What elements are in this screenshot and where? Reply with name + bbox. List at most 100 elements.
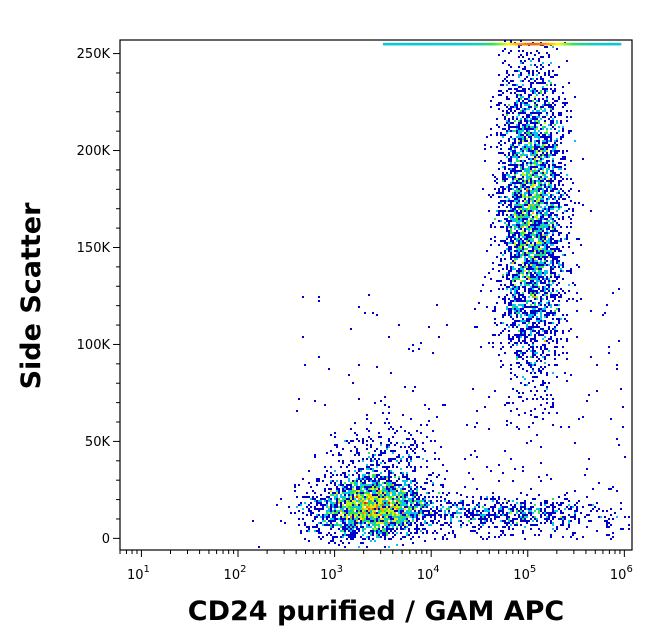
event-density-cell [388,484,390,486]
event-density-cell [382,490,384,492]
event-density-cell [550,272,552,274]
event-density-cell [536,190,538,192]
event-density-cell [526,238,528,240]
event-density-cell [512,200,514,202]
event-density-cell [318,514,320,516]
event-density-cell [508,190,510,192]
event-density-cell [504,242,506,244]
event-density-cell [548,312,550,314]
event-density-cell [430,514,432,516]
event-density-cell [570,116,572,118]
event-density-cell [616,490,618,492]
event-density-cell [336,518,338,520]
event-density-cell [486,496,488,498]
event-density-cell [518,144,520,146]
event-density-cell [516,130,518,132]
event-density-cell [546,332,548,334]
event-density-cell [380,536,382,538]
event-density-cell [396,516,398,518]
event-density-cell [542,110,544,112]
event-density-cell [546,314,548,316]
event-density-cell [550,270,552,272]
event-density-cell [494,526,496,528]
event-density-cell [362,516,364,518]
event-density-cell [526,276,528,278]
event-density-cell [606,522,608,524]
event-density-cell [408,530,410,532]
event-density-cell [464,514,466,516]
event-density-cell [522,100,524,102]
event-density-cell [522,50,524,52]
event-density-cell [328,520,330,522]
event-density-cell [548,300,550,302]
event-density-cell [382,534,384,536]
event-density-cell [480,522,482,524]
event-density-cell [422,528,424,530]
event-density-cell [330,526,332,528]
event-density-cell [564,518,566,520]
event-density-cell [546,156,548,158]
event-density-cell [486,306,488,308]
event-density-cell [372,516,374,518]
event-density-cell [524,92,526,94]
event-density-cell [416,486,418,488]
event-density-cell [540,384,542,386]
event-density-cell [528,246,530,248]
event-density-cell [554,74,556,76]
event-density-cell [540,266,542,268]
event-density-cell [550,522,552,524]
event-density-cell [552,510,554,512]
event-density-cell [532,200,534,202]
event-density-cell [528,348,530,350]
event-density-cell [546,226,548,228]
event-density-cell [552,158,554,160]
event-density-cell [376,522,378,524]
event-density-cell [522,172,524,174]
event-density-cell [536,106,538,108]
event-density-cell [514,514,516,516]
event-density-cell [384,470,386,472]
event-density-cell [520,504,522,506]
event-density-cell [510,282,512,284]
event-density-cell [530,294,532,296]
event-density-cell [574,532,576,534]
event-density-cell [360,510,362,512]
event-density-cell [520,204,522,206]
event-density-cell [368,484,370,486]
event-density-cell [540,274,542,276]
event-density-cell [366,526,368,528]
event-density-cell [516,156,518,158]
event-density-cell [534,172,536,174]
event-density-cell [546,500,548,502]
event-density-cell [400,528,402,530]
event-density-cell [440,500,442,502]
event-density-cell [484,144,486,146]
event-density-cell [552,424,554,426]
event-density-cell [368,494,370,496]
event-density-cell [550,260,552,262]
event-density-cell [528,216,530,218]
event-density-cell [532,206,534,208]
event-density-cell [550,330,552,332]
event-density-cell [330,504,332,506]
event-density-cell [518,182,520,184]
event-density-cell [470,514,472,516]
event-density-cell [388,422,390,424]
event-density-cell [390,486,392,488]
event-density-cell [526,168,528,170]
event-density-cell [380,462,382,464]
event-density-cell [514,110,516,112]
event-density-cell [512,156,514,158]
event-density-cell [350,450,352,452]
event-density-cell [502,530,504,532]
event-density-cell [498,512,500,514]
event-density-cell [552,112,554,114]
event-density-cell [400,490,402,492]
event-density-cell [424,528,426,530]
event-density-cell [410,514,412,516]
event-density-cell [508,204,510,206]
event-density-cell [524,66,526,68]
event-density-cell [478,528,480,530]
event-density-cell [558,518,560,520]
event-density-cell [352,488,354,490]
